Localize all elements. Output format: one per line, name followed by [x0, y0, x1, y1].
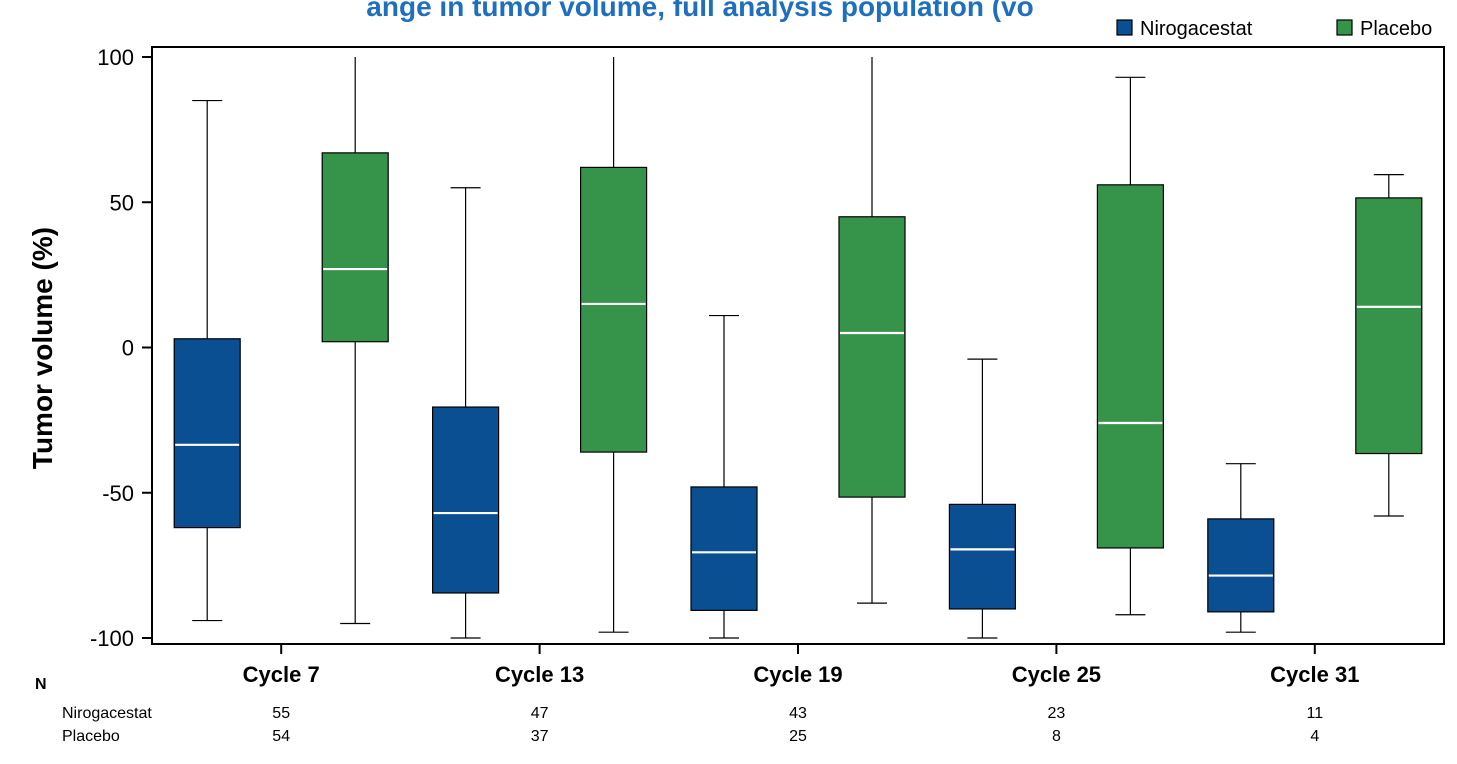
iqr-box	[1207, 518, 1275, 613]
box-nirogacestat-1	[173, 99, 241, 622]
legend-label: Nirogacestat	[1140, 18, 1253, 40]
legend-swatch	[1116, 19, 1133, 36]
iqr-box	[579, 166, 648, 453]
box-nirogacestat-5	[1207, 463, 1275, 633]
legend-label: Placebo	[1360, 18, 1432, 40]
iqr-box	[838, 216, 906, 498]
box-nirogacestat-4	[948, 358, 1017, 639]
x-tick-label: Cycle 7	[243, 662, 320, 687]
box-placebo-1	[321, 57, 389, 625]
iqr-box	[690, 486, 758, 612]
legend: Nirogacestat Placebo	[1116, 18, 1432, 40]
chart-title: ange in tumor volume, full analysis popu…	[366, 0, 1033, 22]
boxes-layer	[173, 57, 1423, 639]
iqr-box	[1355, 197, 1423, 455]
x-tick-label: Cycle 19	[753, 662, 842, 687]
iqr-box	[173, 338, 241, 529]
y-axis: 100 50 0 -50 -100	[90, 45, 152, 651]
box-placebo-5	[1355, 174, 1423, 517]
box-placebo-3	[838, 57, 906, 604]
x-tick-label: Cycle 31	[1270, 662, 1359, 687]
iqr-box	[432, 406, 500, 594]
box-placebo-2	[579, 57, 648, 633]
x-tick-label: Cycle 25	[1012, 662, 1101, 687]
box-placebo-4	[1096, 76, 1165, 616]
y-tick-label: -50	[102, 481, 134, 506]
box-nirogacestat-2	[432, 187, 500, 639]
iqr-box	[948, 503, 1017, 610]
y-tick-label: -100	[90, 626, 134, 651]
iqr-box	[1096, 184, 1165, 549]
legend-swatch	[1336, 19, 1353, 36]
y-tick-label: 100	[97, 45, 134, 70]
y-tick-label: 50	[110, 190, 134, 215]
iqr-box	[321, 152, 389, 343]
box-nirogacestat-3	[690, 314, 758, 639]
x-axis: Cycle 7 Cycle 13 Cycle 19 Cycle 25 Cycle 31	[243, 644, 1359, 687]
x-tick-label: Cycle 13	[495, 662, 584, 687]
y-tick-label: 0	[122, 336, 134, 361]
y-axis-label: Tumor volume (%)	[27, 227, 58, 469]
